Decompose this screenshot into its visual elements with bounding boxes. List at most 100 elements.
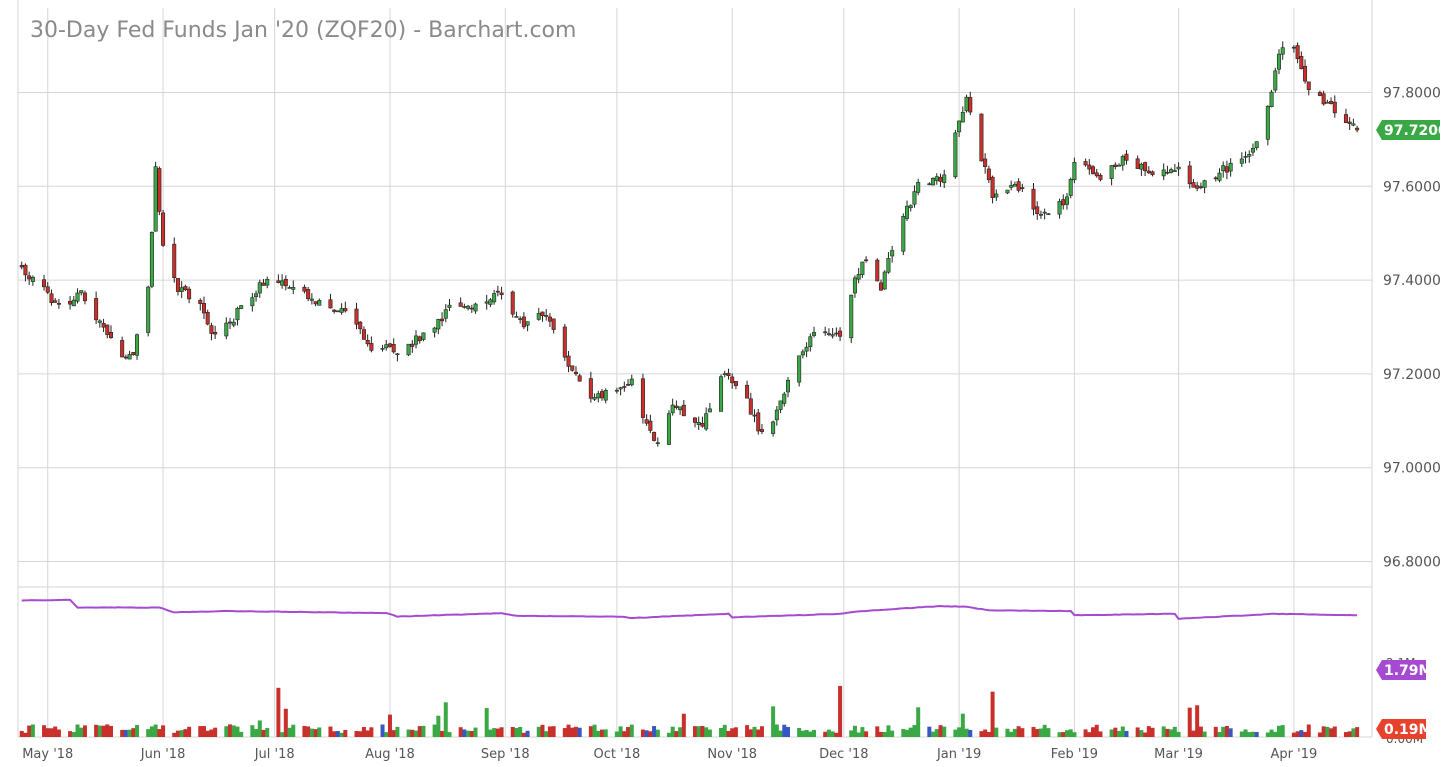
volume-bar bbox=[700, 725, 705, 737]
x-tick-label: Jan '19 bbox=[936, 747, 981, 762]
candle-body bbox=[421, 332, 426, 340]
volume-bar bbox=[618, 726, 623, 737]
volume-bar bbox=[693, 726, 697, 737]
candle-body bbox=[986, 168, 991, 181]
volume-bar bbox=[153, 724, 158, 737]
volume-bar bbox=[261, 729, 266, 737]
volume-bar bbox=[748, 729, 753, 737]
x-tick-label: Apr '19 bbox=[1271, 747, 1318, 762]
volume-bar bbox=[75, 724, 80, 737]
volume-bar bbox=[544, 731, 549, 737]
volume-bar bbox=[443, 702, 448, 737]
candle-body bbox=[849, 294, 854, 339]
candle-body bbox=[983, 158, 988, 167]
candle-body bbox=[1012, 183, 1017, 187]
candle-body bbox=[1005, 189, 1010, 194]
candle-body bbox=[473, 303, 478, 312]
volume-bar bbox=[209, 729, 214, 737]
volume-bar bbox=[1009, 731, 1014, 737]
volume-bar bbox=[1035, 729, 1040, 737]
candle-body bbox=[1291, 46, 1296, 49]
volume-bar bbox=[890, 730, 895, 737]
volume-bar bbox=[521, 732, 526, 737]
volume-bar bbox=[1150, 727, 1155, 737]
volume-bar bbox=[313, 729, 318, 737]
volume-bar bbox=[1343, 732, 1348, 737]
volume-bar bbox=[53, 726, 58, 737]
candle-body bbox=[1139, 163, 1144, 170]
candle-body bbox=[395, 353, 400, 356]
volume-bar bbox=[1317, 732, 1322, 737]
candle-body bbox=[250, 297, 255, 307]
candle-body bbox=[860, 261, 865, 275]
volume-bar bbox=[1124, 730, 1129, 737]
volume-bar bbox=[250, 725, 255, 737]
volume-bar bbox=[882, 732, 887, 737]
candle-body bbox=[1213, 177, 1218, 180]
candle-body bbox=[97, 320, 102, 323]
candle-body bbox=[774, 409, 779, 421]
volume-bar bbox=[797, 727, 802, 737]
volume-bar bbox=[291, 724, 296, 737]
candle-body bbox=[912, 191, 917, 205]
candle-body bbox=[547, 316, 552, 322]
candle-body bbox=[551, 318, 556, 330]
candle-body bbox=[681, 404, 686, 417]
volume-bar bbox=[198, 726, 203, 737]
volume-bar bbox=[830, 731, 835, 737]
volume-bar bbox=[726, 730, 731, 737]
volume-bar bbox=[280, 732, 285, 737]
volume-bar bbox=[1165, 728, 1170, 737]
volume-bar bbox=[808, 731, 813, 737]
candle-body bbox=[856, 274, 861, 280]
volume-bar bbox=[782, 724, 787, 737]
volume-bar bbox=[1213, 726, 1218, 737]
candle-body bbox=[1094, 172, 1099, 177]
candle-body bbox=[183, 286, 188, 291]
volume-bar bbox=[1306, 724, 1311, 737]
volume-bar bbox=[644, 730, 649, 737]
candle-body bbox=[960, 111, 965, 123]
volume-bar bbox=[525, 730, 530, 737]
candle-body bbox=[603, 389, 608, 401]
candle-body bbox=[187, 288, 192, 300]
candle-body bbox=[886, 258, 891, 273]
volume-bar bbox=[510, 726, 515, 737]
candle-body bbox=[882, 271, 887, 290]
candle-body bbox=[890, 250, 895, 257]
volume-bar bbox=[1217, 732, 1222, 737]
candle-body bbox=[224, 322, 229, 337]
candles bbox=[19, 41, 1360, 447]
candle-body bbox=[722, 373, 727, 376]
volume-bar bbox=[1291, 732, 1296, 737]
candle-body bbox=[1046, 213, 1051, 216]
volume-bar bbox=[905, 729, 910, 737]
volume-bar bbox=[655, 729, 660, 737]
volume-bar bbox=[1250, 731, 1255, 737]
volume-bar bbox=[395, 726, 400, 737]
volume-bar bbox=[436, 715, 441, 737]
candle-body bbox=[1035, 206, 1040, 214]
volume-bars bbox=[19, 685, 1360, 737]
candle-body bbox=[908, 205, 913, 209]
candle-body bbox=[1087, 164, 1092, 170]
candle-body bbox=[265, 279, 270, 286]
volume-bar bbox=[265, 728, 270, 737]
candle-body bbox=[990, 176, 995, 198]
volume-bar bbox=[27, 725, 32, 737]
candle-body bbox=[354, 308, 359, 325]
candle-body bbox=[283, 278, 288, 287]
candle-body bbox=[1243, 156, 1248, 158]
y-tick-label: 97.0000 bbox=[1383, 461, 1441, 477]
candle-body bbox=[756, 412, 761, 432]
volume-bar bbox=[1202, 731, 1207, 737]
candle-body bbox=[652, 432, 657, 441]
volume-bar bbox=[1046, 728, 1051, 737]
volume-bar bbox=[681, 713, 686, 737]
volume-bar bbox=[916, 707, 921, 737]
candle-body bbox=[1098, 174, 1103, 180]
volume-bar bbox=[778, 730, 783, 737]
candle-body bbox=[23, 264, 28, 276]
candle-body bbox=[231, 321, 236, 326]
